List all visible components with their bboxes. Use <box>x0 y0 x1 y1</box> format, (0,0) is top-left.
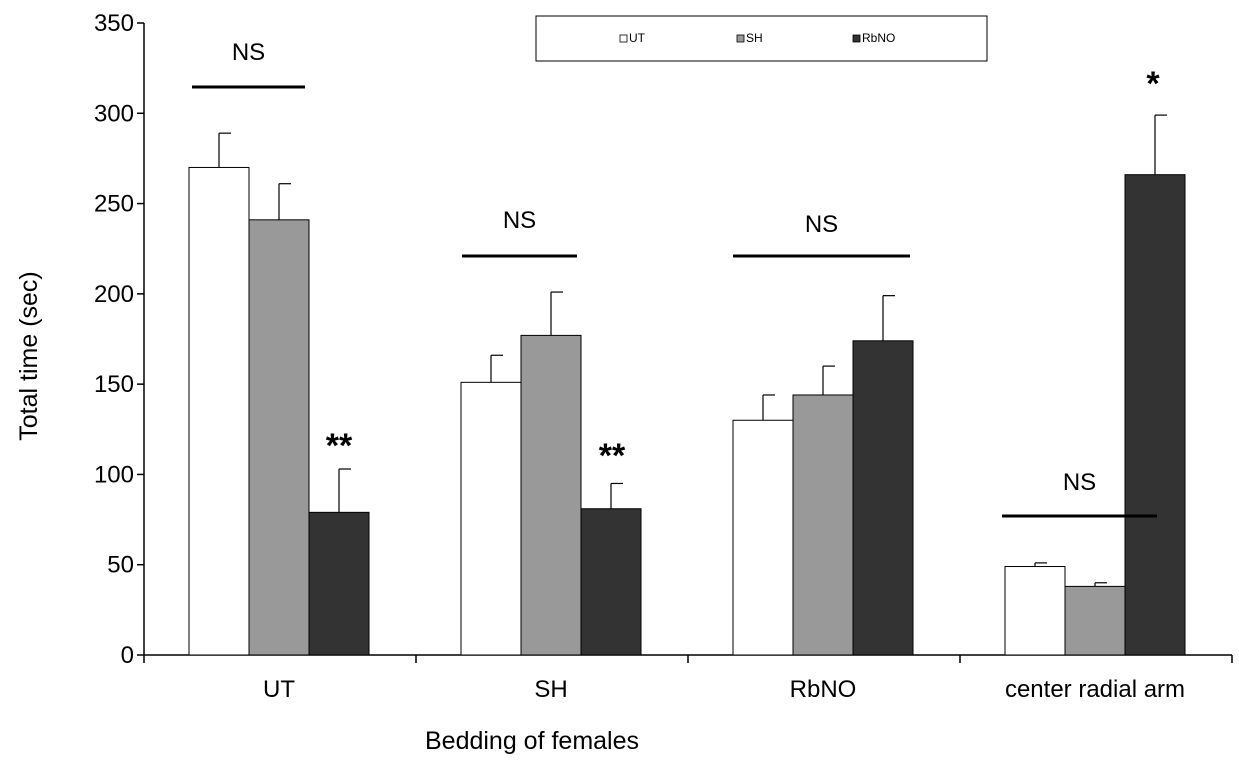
y-tick-label: 50 <box>107 552 134 579</box>
bar <box>580 508 642 656</box>
y-tick-label: 150 <box>94 371 134 398</box>
legend-swatch <box>619 34 628 43</box>
legend-box <box>535 15 988 62</box>
significance-star: ** <box>326 427 353 465</box>
x-axis-title: Bedding of females <box>425 727 639 755</box>
legend-swatch <box>852 34 861 43</box>
y-axis-title: Total time (sec) <box>15 271 43 440</box>
y-tick-label: 100 <box>94 461 134 488</box>
significance-star: ** <box>599 437 626 475</box>
y-tick-label: 250 <box>94 191 134 218</box>
annotations: NS ** NS ** NS NS * <box>192 39 1160 518</box>
significance-star: * <box>1146 65 1160 103</box>
bar <box>852 340 914 656</box>
legend-label: RbNO <box>862 31 895 45</box>
legend: UT SH RbNO <box>535 15 988 62</box>
bar <box>732 419 794 656</box>
y-tick-label: 300 <box>94 100 134 127</box>
y-tick-label: 0 <box>121 642 134 669</box>
legend-swatch <box>736 34 745 43</box>
x-category-label: UT <box>263 676 295 703</box>
error-bars <box>218 114 1167 587</box>
x-category-label: center radial arm <box>1005 676 1185 703</box>
bar <box>1064 585 1126 656</box>
bar <box>248 219 310 656</box>
y-axis: 0 50 100 150 200 250 300 350 <box>94 10 145 669</box>
bar <box>460 381 522 656</box>
bar <box>1004 566 1066 656</box>
y-tick-label: 350 <box>94 10 134 37</box>
bar <box>308 511 370 656</box>
bar <box>792 394 854 656</box>
legend-label: UT <box>629 31 646 45</box>
ns-label: NS <box>232 39 265 66</box>
bar <box>188 166 250 656</box>
ns-label: NS <box>503 207 536 234</box>
bar <box>1124 174 1186 656</box>
y-tick-label: 200 <box>94 281 134 308</box>
ns-label: NS <box>805 211 838 238</box>
ns-label: NS <box>1063 469 1096 496</box>
x-axis: UT SH RbNO center radial arm <box>143 654 1233 703</box>
x-category-label: SH <box>534 676 567 703</box>
bars <box>188 166 1186 656</box>
legend-label: SH <box>746 31 763 45</box>
x-category-label: RbNO <box>790 676 857 703</box>
bar <box>520 334 582 656</box>
